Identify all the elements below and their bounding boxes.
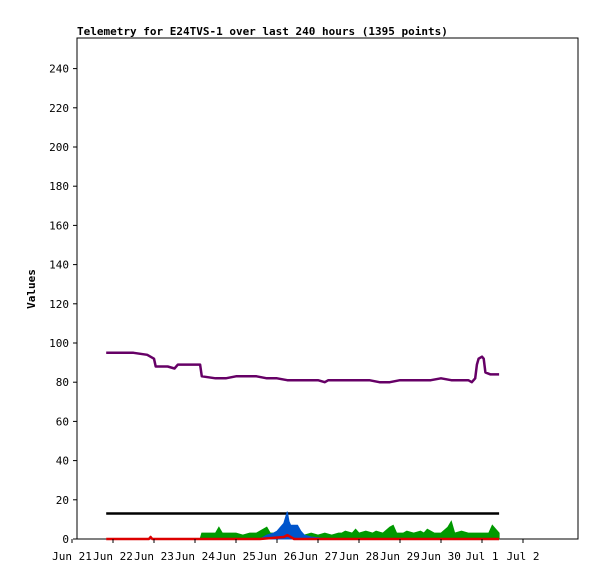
- x-tick-label: Jun 22: [93, 550, 133, 563]
- y-tick-label: 140: [49, 259, 69, 272]
- y-tick-label: 0: [62, 533, 69, 546]
- y-tick-label: 80: [56, 376, 69, 389]
- x-tick-label: Jun 24: [175, 550, 215, 563]
- series-area-2: [106, 520, 500, 540]
- x-tick-label: Jun 27: [298, 550, 338, 563]
- y-tick-label: 180: [49, 180, 69, 193]
- series-line-0: [106, 351, 500, 384]
- y-tick-label: 120: [49, 298, 69, 311]
- x-axis: Jun 21 Jun 22 Jun 23 Jun 24 Jun 25 Jun 26 Jun …: [52, 539, 540, 563]
- x-tick-label: Jun 21: [52, 550, 92, 563]
- x-tick-label: Jul 1: [465, 550, 498, 563]
- y-tick-label: 200: [49, 141, 69, 154]
- y-tick-label: 220: [49, 102, 69, 115]
- y-tick-label: 100: [49, 337, 69, 350]
- x-tick-label: Jun 26: [257, 550, 297, 563]
- y-axis-label: Values: [25, 269, 38, 309]
- chart-title: Telemetry for E24TVS-1 over last 240 hou…: [77, 25, 448, 38]
- y-tick-label: 40: [56, 455, 69, 468]
- y-axis: 0 20 40 60 80 100 120 140 160 180 200 220 240: [49, 63, 77, 546]
- y-tick-label: 60: [56, 415, 69, 428]
- x-tick-label: Jun 28: [339, 550, 379, 563]
- y-tick-label: 20: [56, 494, 69, 507]
- x-tick-label: Jun 29: [380, 550, 420, 563]
- x-tick-label: Jun 25: [216, 550, 256, 563]
- x-tick-label: Jun 23: [134, 550, 174, 563]
- plot-frame: [76, 37, 579, 540]
- y-tick-label: 240: [49, 63, 69, 76]
- x-tick-label: Jun 30: [421, 550, 461, 563]
- series-layer: [106, 351, 500, 541]
- x-tick-label: Jul 2: [506, 550, 539, 563]
- series-line-4: [106, 533, 500, 541]
- y-tick-label: 160: [49, 219, 69, 232]
